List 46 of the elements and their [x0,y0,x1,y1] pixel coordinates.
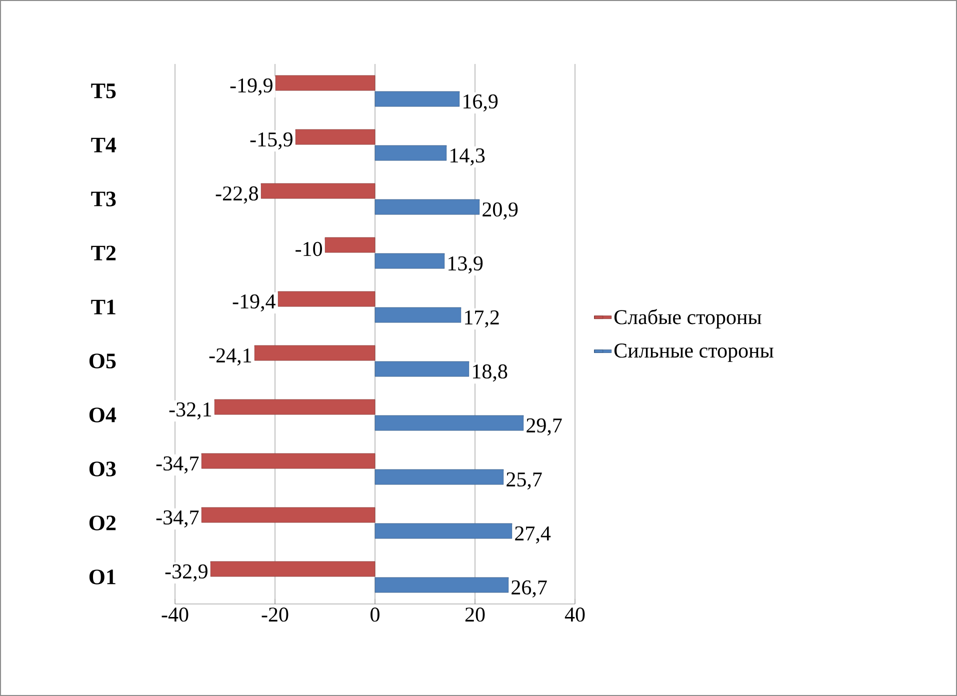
y-tick-label: O1 [89,570,116,584]
bar [374,415,524,431]
bar [374,523,512,539]
data-label: 14,3 [450,148,485,166]
bar [260,183,376,199]
x-tick-label: 20 [465,608,485,622]
data-label: -19,9 [230,78,272,96]
x-tick-label: -40 [162,608,188,622]
data-label: -24,1 [209,348,252,366]
y-tick-label: T2 [91,246,116,260]
data-label: 26,7 [512,580,547,598]
y-tick-label: O5 [89,354,116,368]
data-label: 18,8 [473,364,508,382]
y-tick-label: O2 [89,516,116,530]
legend-label: Сильные стороны [614,344,774,362]
y-tick-label: T4 [91,138,116,152]
data-label: 27,4 [515,526,551,544]
data-label: 25,7 [506,472,542,490]
bar [374,577,509,593]
data-label: -10 [296,242,322,256]
y-tick-label: O3 [89,462,116,476]
bar [324,237,376,253]
data-label: 13,9 [448,256,483,274]
data-label: -34,7 [156,510,199,528]
x-tick-label: -20 [262,608,288,622]
data-label: 16,9 [464,94,498,112]
bar [254,345,376,361]
x-tick-label: 0 [370,608,380,622]
data-label: 29,7 [526,418,562,436]
x-tick-label: 40 [564,608,585,622]
y-tick-label: T1 [91,300,116,314]
bar [275,75,376,91]
y-tick-label: T5 [91,84,116,98]
data-label: -15,9 [250,132,292,150]
data-label: 20,9 [482,202,518,220]
legend-label: Слабые стороны [614,309,762,329]
y-tick-label: T3 [91,192,116,206]
data-label: -19,4 [232,294,276,312]
data-label: -22,8 [216,186,258,204]
data-label: -32,9 [165,564,208,582]
bar [374,199,480,215]
data-label: 17,2 [465,310,499,328]
y-tick-label: O4 [89,408,116,422]
data-label: -32,1 [169,402,212,420]
bar [374,469,504,485]
data-label: -34,7 [156,456,199,474]
